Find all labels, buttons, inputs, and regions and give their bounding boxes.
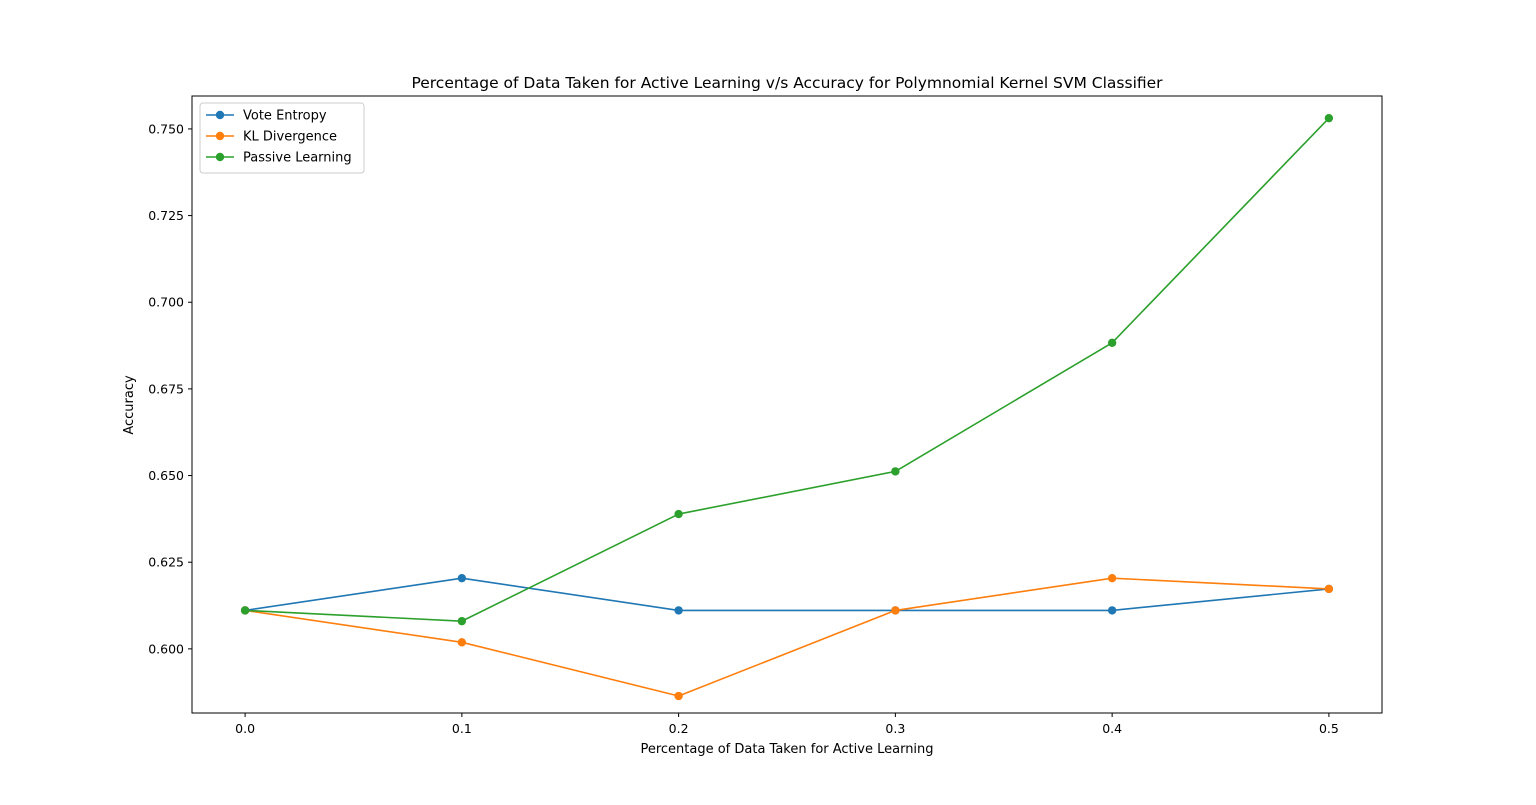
series-lines [240, 113, 1334, 701]
x-tick-label: 0.0 [235, 721, 255, 736]
data-point-passive-learning [1324, 113, 1334, 123]
axis-ticks: 0.0 0.1 0.2 0.3 0.4 0.5 0.600 0.625 0.650 0.675 0.… [148, 121, 1339, 736]
legend-label-kl-divergence: KL Divergence [243, 130, 337, 145]
data-point-passive-learning [891, 467, 900, 476]
data-point-vote-entropy [457, 573, 467, 583]
y-tick-label: 0.675 [148, 381, 184, 396]
x-tick-label: 0.3 [885, 721, 905, 736]
data-point-kl-divergence [674, 691, 683, 701]
series-line-passive-learning [245, 117, 1330, 622]
data-point-passive-learning [457, 616, 467, 626]
y-axis-label: Accuracy [122, 375, 137, 435]
x-tick-label: 0.1 [452, 721, 472, 736]
data-point-passive-learning [240, 606, 250, 615]
plot-frame [191, 95, 1383, 714]
series-line-kl-divergence [244, 577, 1329, 697]
chart-title: Percentage of Data Taken for Active Lear… [411, 74, 1163, 92]
data-point-passive-learning [674, 509, 683, 519]
data-point-kl-divergence [1107, 573, 1117, 583]
data-point-kl-divergence [891, 606, 900, 615]
y-tick-label: 0.750 [148, 121, 184, 136]
legend-marker-passive-learning [215, 152, 225, 162]
x-tick-label: 0.5 [1319, 721, 1339, 736]
series-line-vote-entropy [244, 577, 1329, 612]
data-point-passive-learning [1107, 338, 1117, 347]
y-tick-label: 0.625 [148, 555, 184, 570]
y-tick-label: 0.725 [148, 208, 184, 223]
legend-label-vote-entropy: Vote Entropy [243, 109, 327, 124]
x-tick-label: 0.4 [1102, 721, 1122, 736]
data-point-vote-entropy [1107, 606, 1117, 615]
y-tick-label: 0.600 [148, 641, 184, 656]
data-point-kl-divergence [457, 638, 467, 647]
legend: Vote Entropy KL Divergence Passive Learnin… [199, 102, 365, 174]
y-tick-label: 0.650 [148, 468, 184, 483]
data-point-kl-divergence [1324, 584, 1334, 594]
legend-marker-kl-divergence [215, 131, 225, 141]
legend-marker-vote-entropy [215, 110, 225, 120]
y-tick-label: 0.700 [148, 295, 184, 310]
legend-label-passive-learning: Passive Learning [243, 151, 352, 166]
x-tick-label: 0.2 [669, 721, 689, 736]
data-point-vote-entropy [674, 606, 683, 615]
legend-box [199, 102, 365, 174]
x-axis-label: Percentage of Data Taken for Active Lear… [640, 742, 933, 757]
